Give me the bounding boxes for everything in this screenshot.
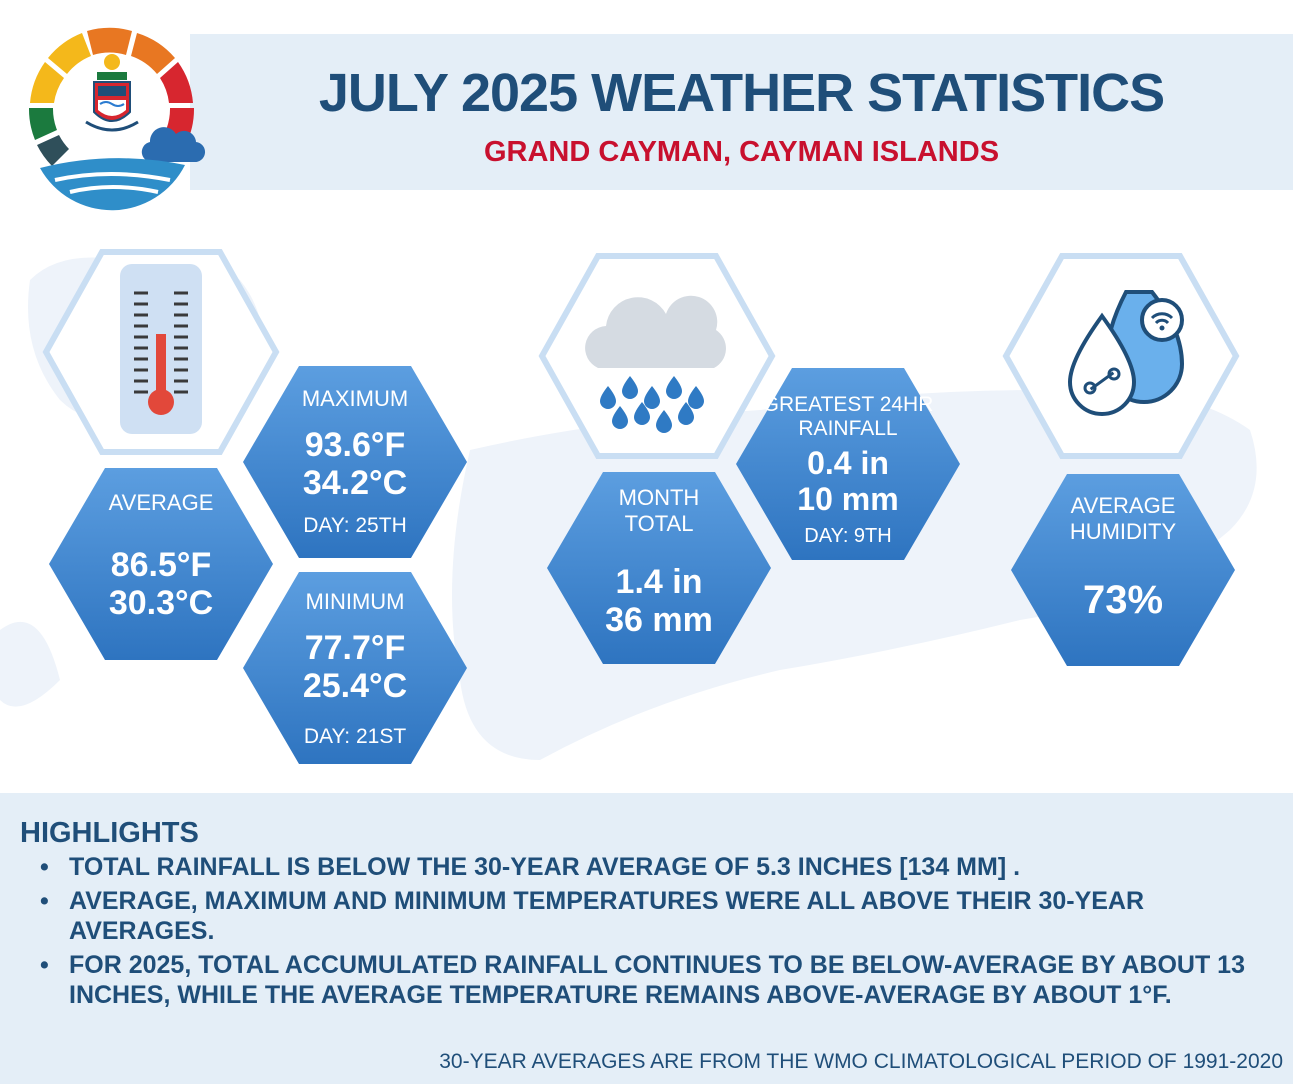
greatest-rainfall-label-line2: RAINFALL [798, 417, 898, 440]
average-temp-hex [49, 468, 273, 660]
minimum-celsius: 25.4°C [302, 667, 408, 705]
rain-hex-outline [538, 253, 776, 459]
humidity-drops-icon [1067, 290, 1185, 416]
minimum-hex [243, 572, 467, 764]
average-humidity-label-line1: AVERAGE [1070, 493, 1176, 518]
greatest-rainfall-hex [736, 368, 960, 560]
month-total-label-line2: TOTAL [624, 511, 694, 536]
rain-cloud-icon [585, 295, 726, 433]
average-fahrenheit: 86.5°F [110, 546, 212, 584]
bullet-icon: • [40, 853, 49, 881]
greatest-rainfall-mm: 10 mm [797, 481, 899, 517]
greatest-rainfall-inches: 0.4 in [807, 445, 889, 481]
cayman-coat-of-arms [85, 54, 139, 132]
greatest-rainfall-day: DAY: 9TH [804, 525, 892, 547]
maximum-fahrenheit: 93.6°F [304, 426, 406, 464]
page-subtitle: GRAND CAYMAN, CAYMAN ISLANDS [483, 136, 1000, 168]
highlights-list: • TOTAL RAINFALL IS BELOW THE 30-YEAR AVE… [36, 852, 1266, 1014]
bullet-icon: • [40, 887, 49, 915]
thermometer-hex-outline [42, 249, 280, 455]
logo-waves-icon [40, 158, 185, 211]
logo-ring [28, 27, 195, 166]
month-total-label-line1: MONTH [618, 485, 700, 510]
average-humidity-value: 73% [1082, 578, 1164, 622]
month-total-inches: 1.4 in [615, 563, 703, 601]
month-total-hex [547, 472, 771, 664]
highlight-item: • AVERAGE, MAXIMUM AND MINIMUM TEMPERATUR… [40, 887, 1145, 945]
cayman-weather-logo [28, 27, 206, 211]
minimum-day: DAY: 21ST [303, 725, 407, 748]
highlight-item: • FOR 2025, TOTAL ACCUMULATED RAINFALL CO… [40, 951, 1245, 1009]
month-total-mm: 36 mm [605, 601, 713, 639]
bullet-icon: • [40, 951, 49, 979]
page-title: JULY 2025 WEATHER STATISTICS [318, 63, 1165, 123]
average-humidity-label-line2: HUMIDITY [1069, 519, 1177, 544]
average-temp-label: AVERAGE [108, 490, 214, 515]
highlight-item: • TOTAL RAINFALL IS BELOW THE 30-YEAR AVE… [40, 853, 1021, 881]
minimum-fahrenheit: 77.7°F [304, 629, 406, 667]
minimum-label: MINIMUM [305, 589, 405, 614]
thermometer-icon [120, 264, 202, 434]
humidity-hex-outline [1002, 253, 1240, 459]
maximum-celsius: 34.2°C [302, 464, 408, 502]
average-celsius: 30.3°C [108, 584, 214, 622]
logo-cloud-icon [141, 127, 206, 163]
average-humidity-hex [1011, 474, 1235, 666]
greatest-rainfall-label-line1: GREATEST 24HR [762, 393, 934, 416]
maximum-hex [243, 366, 467, 558]
highlights-title: HIGHLIGHTS [20, 817, 199, 849]
header-band [190, 34, 1293, 190]
maximum-label: MAXIMUM [301, 386, 409, 411]
maximum-day: DAY: 25TH [303, 514, 407, 537]
highlights-panel [0, 793, 1293, 1084]
footnote: 30-YEAR AVERAGES ARE FROM THE WMO CLIMAT… [439, 1050, 1283, 1073]
